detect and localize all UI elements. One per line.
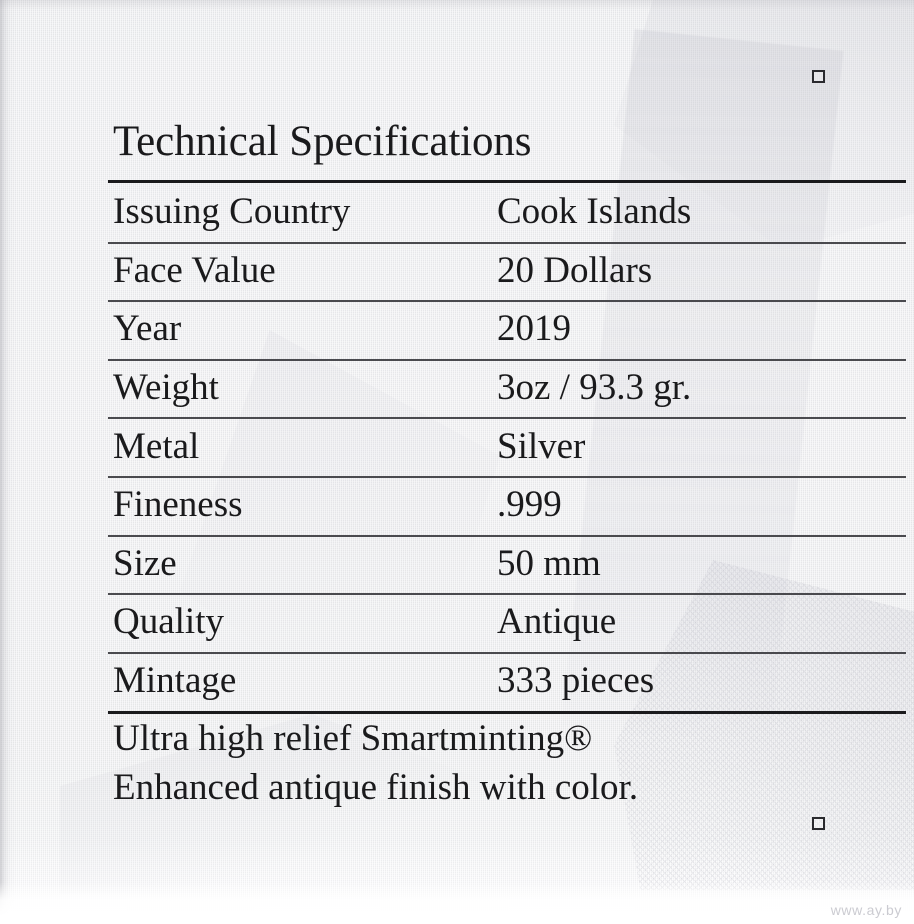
table-row: Mintage 333 pieces (108, 651, 906, 711)
table-row: Metal Silver (108, 417, 906, 476)
registration-square-icon (812, 817, 825, 830)
spec-label: Metal (113, 425, 200, 467)
spec-label: Face Value (113, 249, 276, 291)
spec-value: 3oz / 93.3 gr. (497, 367, 692, 409)
table-row: Size 50 mm (108, 534, 906, 594)
spec-value: Antique (497, 601, 617, 643)
footer-divider-rule (108, 711, 906, 714)
table-row: Year 2019 (108, 300, 906, 359)
spec-value: 50 mm (497, 542, 601, 584)
title-divider-rule (108, 180, 906, 183)
spec-label: Year (113, 308, 182, 350)
site-watermark: www.ay.by (830, 902, 902, 918)
spec-value: 2019 (497, 308, 571, 350)
spec-label: Weight (113, 367, 219, 409)
spec-label: Fineness (113, 484, 243, 526)
spec-value: Silver (497, 425, 586, 467)
registration-square-icon (812, 70, 825, 83)
table-row: Quality Antique (108, 593, 906, 652)
spec-label: Size (113, 542, 177, 584)
table-row: Weight 3oz / 93.3 gr. (108, 358, 906, 418)
footer-note: Ultra high relief Smartminting® Enhanced… (113, 714, 903, 812)
specifications-table: Issuing Country Cook Islands Face Value … (108, 183, 906, 710)
spec-value: 333 pieces (497, 660, 655, 702)
footer-note-line-1: Ultra high relief Smartminting® (113, 718, 593, 759)
spec-value: 20 Dollars (497, 249, 653, 291)
table-row: Fineness .999 (108, 475, 906, 535)
specifications-content: Technical Specifications Issuing Country… (108, 0, 906, 924)
spec-value: Cook Islands (497, 191, 692, 233)
spec-label: Issuing Country (113, 191, 351, 233)
spec-label: Mintage (113, 660, 237, 702)
spec-value: .999 (497, 484, 562, 526)
page-title: Technical Specifications (113, 118, 532, 165)
footer-note-line-2: Enhanced antique finish with color. (113, 767, 639, 808)
table-row: Face Value 20 Dollars (108, 241, 906, 301)
table-row: Issuing Country Cook Islands (108, 183, 906, 242)
spec-label: Quality (113, 601, 224, 643)
